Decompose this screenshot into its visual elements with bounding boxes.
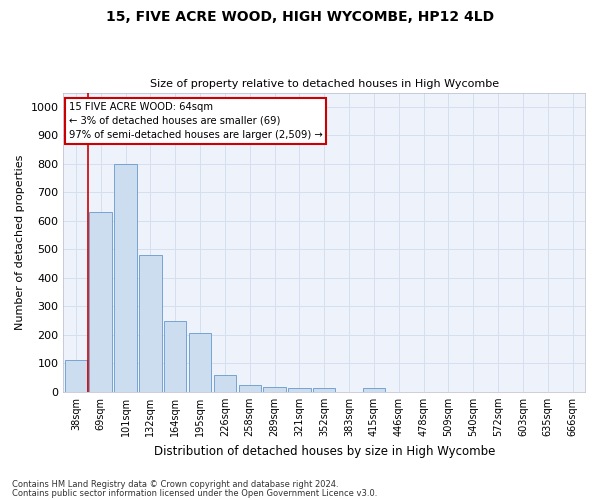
X-axis label: Distribution of detached houses by size in High Wycombe: Distribution of detached houses by size … <box>154 444 495 458</box>
Bar <box>139 255 161 392</box>
Title: Size of property relative to detached houses in High Wycombe: Size of property relative to detached ho… <box>149 79 499 89</box>
Bar <box>65 360 87 392</box>
Bar <box>164 320 187 392</box>
Bar <box>89 212 112 392</box>
Bar <box>115 164 137 392</box>
Bar <box>363 388 385 392</box>
Text: Contains public sector information licensed under the Open Government Licence v3: Contains public sector information licen… <box>12 488 377 498</box>
Bar <box>313 388 335 392</box>
Bar <box>189 334 211 392</box>
Bar <box>263 386 286 392</box>
Bar <box>288 388 311 392</box>
Text: Contains HM Land Registry data © Crown copyright and database right 2024.: Contains HM Land Registry data © Crown c… <box>12 480 338 489</box>
Bar <box>239 384 261 392</box>
Bar <box>214 374 236 392</box>
Text: 15, FIVE ACRE WOOD, HIGH WYCOMBE, HP12 4LD: 15, FIVE ACRE WOOD, HIGH WYCOMBE, HP12 4… <box>106 10 494 24</box>
Y-axis label: Number of detached properties: Number of detached properties <box>15 154 25 330</box>
Text: 15 FIVE ACRE WOOD: 64sqm
← 3% of detached houses are smaller (69)
97% of semi-de: 15 FIVE ACRE WOOD: 64sqm ← 3% of detache… <box>68 102 322 140</box>
